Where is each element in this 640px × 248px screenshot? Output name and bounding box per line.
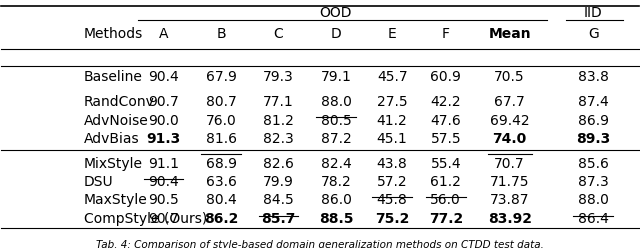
Text: 70.5: 70.5	[494, 70, 525, 84]
Text: 68.9: 68.9	[205, 157, 237, 171]
Text: 87.4: 87.4	[578, 95, 609, 109]
Text: 57.5: 57.5	[431, 132, 461, 146]
Text: 87.2: 87.2	[321, 132, 351, 146]
Text: 70.7: 70.7	[494, 157, 525, 171]
Text: 77.1: 77.1	[263, 95, 294, 109]
Text: 83.8: 83.8	[578, 70, 609, 84]
Text: 79.1: 79.1	[321, 70, 351, 84]
Text: 77.2: 77.2	[429, 212, 463, 226]
Text: 75.2: 75.2	[375, 212, 410, 226]
Text: 79.9: 79.9	[263, 175, 294, 189]
Text: 73.87: 73.87	[490, 193, 529, 207]
Text: DSU: DSU	[84, 175, 113, 189]
Text: 90.7: 90.7	[148, 95, 179, 109]
Text: 69.42: 69.42	[490, 114, 529, 127]
Text: 57.2: 57.2	[377, 175, 408, 189]
Text: 63.6: 63.6	[205, 175, 236, 189]
Text: MaxStyle: MaxStyle	[84, 193, 147, 207]
Text: B: B	[216, 27, 226, 41]
Text: AdvNoise: AdvNoise	[84, 114, 148, 127]
Text: 90.4: 90.4	[148, 175, 179, 189]
Text: 91.1: 91.1	[148, 157, 179, 171]
Text: 82.6: 82.6	[263, 157, 294, 171]
Text: 76.0: 76.0	[205, 114, 236, 127]
Text: 43.8: 43.8	[377, 157, 408, 171]
Text: 90.7: 90.7	[148, 212, 179, 226]
Text: 55.4: 55.4	[431, 157, 461, 171]
Text: 90.0: 90.0	[148, 114, 179, 127]
Text: 42.2: 42.2	[431, 95, 461, 109]
Text: 84.5: 84.5	[263, 193, 294, 207]
Text: Methods: Methods	[84, 27, 143, 41]
Text: 86.9: 86.9	[578, 114, 609, 127]
Text: 45.8: 45.8	[377, 193, 408, 207]
Text: IID: IID	[584, 6, 603, 20]
Text: 67.7: 67.7	[494, 95, 525, 109]
Text: 81.2: 81.2	[263, 114, 294, 127]
Text: 86.0: 86.0	[321, 193, 351, 207]
Text: 41.2: 41.2	[377, 114, 408, 127]
Text: 80.5: 80.5	[321, 114, 351, 127]
Text: 88.5: 88.5	[319, 212, 353, 226]
Text: 56.0: 56.0	[431, 193, 461, 207]
Text: MixStyle: MixStyle	[84, 157, 143, 171]
Text: 82.3: 82.3	[263, 132, 294, 146]
Text: 47.6: 47.6	[431, 114, 461, 127]
Text: 27.5: 27.5	[377, 95, 408, 109]
Text: 74.0: 74.0	[493, 132, 527, 146]
Text: 67.9: 67.9	[205, 70, 236, 84]
Text: 86.4: 86.4	[578, 212, 609, 226]
Text: 79.3: 79.3	[263, 70, 294, 84]
Text: 80.4: 80.4	[205, 193, 236, 207]
Text: 60.9: 60.9	[430, 70, 461, 84]
Text: 61.2: 61.2	[430, 175, 461, 189]
Text: 71.75: 71.75	[490, 175, 529, 189]
Text: E: E	[388, 27, 397, 41]
Text: 86.2: 86.2	[204, 212, 238, 226]
Text: 85.7: 85.7	[261, 212, 296, 226]
Text: Baseline: Baseline	[84, 70, 143, 84]
Text: A: A	[159, 27, 168, 41]
Text: 78.2: 78.2	[321, 175, 351, 189]
Text: D: D	[331, 27, 341, 41]
Text: RandConv: RandConv	[84, 95, 155, 109]
Text: Mean: Mean	[488, 27, 531, 41]
Text: CompStyle (Ours): CompStyle (Ours)	[84, 212, 207, 226]
Text: Tab. 4: Comparison of style-based domain generalization methods on CTDD test dat: Tab. 4: Comparison of style-based domain…	[96, 240, 544, 248]
Text: 90.4: 90.4	[148, 70, 179, 84]
Text: 89.3: 89.3	[576, 132, 611, 146]
Text: OOD: OOD	[320, 6, 352, 20]
Text: 45.1: 45.1	[377, 132, 408, 146]
Text: 85.6: 85.6	[578, 157, 609, 171]
Text: 88.0: 88.0	[578, 193, 609, 207]
Text: 90.5: 90.5	[148, 193, 179, 207]
Text: 91.3: 91.3	[147, 132, 180, 146]
Text: F: F	[442, 27, 450, 41]
Text: G: G	[588, 27, 598, 41]
Text: 82.4: 82.4	[321, 157, 351, 171]
Text: AdvBias: AdvBias	[84, 132, 140, 146]
Text: 81.6: 81.6	[205, 132, 237, 146]
Text: C: C	[274, 27, 284, 41]
Text: 87.3: 87.3	[578, 175, 609, 189]
Text: 45.7: 45.7	[377, 70, 408, 84]
Text: 83.92: 83.92	[488, 212, 532, 226]
Text: 88.0: 88.0	[321, 95, 351, 109]
Text: 80.7: 80.7	[205, 95, 236, 109]
